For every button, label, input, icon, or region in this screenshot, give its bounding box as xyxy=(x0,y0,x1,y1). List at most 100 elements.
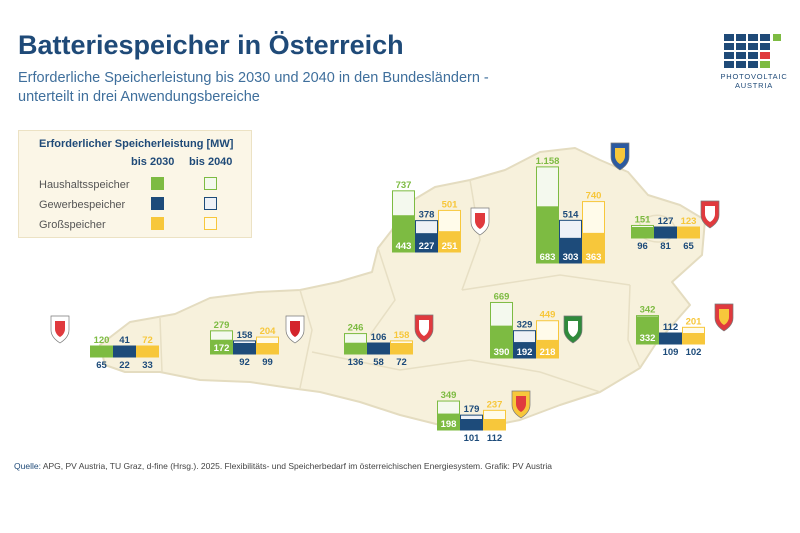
coat-of-arms-salzburg-icon xyxy=(414,314,434,343)
label-2030-gewerbe-salzburg: 58 xyxy=(373,357,384,368)
label-2040-haushalt-kaernten: 349 xyxy=(441,390,457,401)
bar-2030-gewerbe-niederoesterreich xyxy=(559,237,582,263)
bar-2030-haushalt-wien xyxy=(631,227,654,238)
shield-charge xyxy=(475,213,485,229)
legend-swatch-gross-2040 xyxy=(204,217,217,230)
legend-row-haushalt: Haushaltsspeicher xyxy=(39,179,130,191)
subtitle-line-2: unterteilt in drei Anwendungsbereiche xyxy=(18,89,260,105)
label-2040-haushalt-oberoesterreich: 737 xyxy=(396,180,412,191)
border-tirol-salzburg xyxy=(299,289,313,389)
shield-charge xyxy=(719,309,729,325)
label-2030-gewerbe-burgenland: 109 xyxy=(663,347,679,358)
shield-charge xyxy=(419,320,429,336)
label-2040-gewerbe-steiermark: 329 xyxy=(517,320,533,331)
legend-row-gross: Großspeicher xyxy=(39,219,106,231)
bar-2030-haushalt-tirol xyxy=(210,339,233,354)
label-2030-haushalt-niederoesterreich: 683 xyxy=(540,252,556,263)
legend-swatch-gross-2030 xyxy=(151,217,164,230)
bar-2030-haushalt-vorarlberg xyxy=(90,346,113,357)
legend-swatch-gewerbe-2040 xyxy=(204,197,217,210)
label-2030-haushalt-salzburg: 136 xyxy=(348,357,364,368)
label-2030-gewerbe-steiermark: 192 xyxy=(517,347,533,358)
label-2040-haushalt-burgenland: 342 xyxy=(640,305,656,316)
bar-2030-gross-oberoesterreich xyxy=(438,231,461,252)
region-bars-steiermark: 669 390 329 192 449 218 xyxy=(490,291,559,359)
label-2040-gewerbe-salzburg: 106 xyxy=(371,332,387,343)
bar-2030-gewerbe-burgenland xyxy=(659,333,682,344)
coat-of-arms-wien-icon xyxy=(700,200,720,229)
bar-2030-gross-wien xyxy=(677,227,700,238)
bar-2030-gewerbe-steiermark xyxy=(513,342,536,358)
bar-2030-haushalt-oberoesterreich xyxy=(392,215,415,252)
border-stmk-bgld xyxy=(627,284,641,369)
legend-row-gewerbe: Gewerbespeicher xyxy=(39,199,126,211)
label-2040-gross-niederoesterreich: 740 xyxy=(586,191,602,202)
source-note: Quelle: APG, PV Austria, TU Graz, d-fine… xyxy=(14,461,552,471)
bar-2030-gewerbe-oberoesterreich xyxy=(415,233,438,252)
region-bars-kaernten: 349 198 179 101 237 112 xyxy=(437,390,506,444)
coat-of-arms-burgenland-icon xyxy=(714,303,734,332)
region-bars-burgenland: 342 332 112 109 201 102 xyxy=(636,305,705,358)
shield-charge xyxy=(615,148,625,164)
label-2030-gross-wien: 65 xyxy=(683,241,694,252)
shield-charge xyxy=(55,321,65,337)
bar-2030-haushalt-niederoesterreich xyxy=(536,206,559,263)
label-2030-haushalt-oberoesterreich: 443 xyxy=(396,241,412,252)
bar-2030-gewerbe-tirol xyxy=(233,343,256,354)
coat-of-arms-tirol-icon xyxy=(285,315,305,344)
coat-of-arms-niederoesterreich-icon xyxy=(610,142,630,171)
label-2030-gewerbe-tirol: 92 xyxy=(239,357,250,368)
label-2040-gross-wien: 123 xyxy=(681,216,697,227)
label-2030-gross-salzburg: 72 xyxy=(396,357,407,368)
region-bars-vorarlberg: 120 65 41 22 72 33 xyxy=(90,335,159,371)
label-2040-gewerbe-oberoesterreich: 378 xyxy=(419,210,435,221)
label-2040-gewerbe-kaernten: 179 xyxy=(464,404,480,415)
shield-charge xyxy=(516,396,526,412)
label-2030-gewerbe-kaernten: 101 xyxy=(464,433,481,444)
chart-subtitle: Erforderliche Speicherleistung bis 2030 … xyxy=(18,69,538,107)
shield-charge xyxy=(290,321,300,337)
bar-2030-gross-niederoesterreich xyxy=(582,232,605,263)
label-2030-gross-burgenland: 102 xyxy=(686,347,702,358)
label-2030-gross-vorarlberg: 33 xyxy=(142,360,153,371)
label-2040-gross-vorarlberg: 72 xyxy=(142,335,153,346)
label-2030-gross-tirol: 99 xyxy=(262,357,273,368)
legend-swatch-haushalt-2030 xyxy=(151,177,164,190)
border-salzburg-ooe xyxy=(369,247,396,336)
label-2030-gross-kaernten: 112 xyxy=(487,433,502,444)
label-2040-gross-oberoesterreich: 501 xyxy=(442,199,459,210)
legend-title: Erforderlicher Speicherleistung [MW] xyxy=(39,138,234,150)
label-2030-gewerbe-oberoesterreich: 227 xyxy=(419,241,435,252)
pv-austria-logo-icon xyxy=(724,34,781,68)
label-2040-gewerbe-burgenland: 112 xyxy=(663,322,678,333)
label-2040-gross-tirol: 204 xyxy=(260,326,277,337)
region-bars-wien: 151 96 127 81 123 65 xyxy=(631,214,700,252)
label-2030-gross-niederoesterreich: 363 xyxy=(586,252,602,263)
label-2040-haushalt-wien: 151 xyxy=(635,214,652,225)
label-2030-haushalt-vorarlberg: 65 xyxy=(96,360,107,371)
label-2040-haushalt-niederoesterreich: 1.158 xyxy=(536,156,560,167)
label-2040-gross-salzburg: 158 xyxy=(394,330,410,341)
bar-2030-gross-tirol xyxy=(256,343,279,354)
bar-2030-gewerbe-kaernten xyxy=(460,419,483,430)
legend-col-2040: bis 2040 xyxy=(189,156,233,168)
coat-of-arms-vorarlberg-icon xyxy=(50,315,70,344)
border-noe-stmk xyxy=(461,274,631,291)
coat-of-arms-steiermark-icon xyxy=(563,315,583,344)
label-2030-gewerbe-niederoesterreich: 303 xyxy=(563,252,579,263)
chart-title: Batteriespeicher in Österreich xyxy=(18,30,404,60)
region-bars-oberoesterreich: 737 443 378 227 501 251 xyxy=(392,180,461,253)
label-2040-gross-burgenland: 201 xyxy=(686,316,703,327)
label-2040-haushalt-tirol: 279 xyxy=(214,320,230,331)
label-2040-gewerbe-niederoesterreich: 514 xyxy=(563,209,580,220)
region-bars-salzburg: 246 136 106 58 158 72 xyxy=(344,323,413,368)
region-bars-tirol: 279 172 158 92 204 99 xyxy=(210,320,279,368)
border-salzburg-kaernten xyxy=(311,351,471,371)
bar-2030-gewerbe-vorarlberg xyxy=(113,346,136,357)
label-2030-gross-oberoesterreich: 251 xyxy=(442,241,459,252)
label-2040-gross-steiermark: 449 xyxy=(540,310,556,321)
logo-wordmark: PHOTOVOLTAIC AUSTRIA xyxy=(720,72,788,90)
shield-charge xyxy=(705,206,715,222)
bar-2030-gross-burgenland xyxy=(682,333,705,344)
